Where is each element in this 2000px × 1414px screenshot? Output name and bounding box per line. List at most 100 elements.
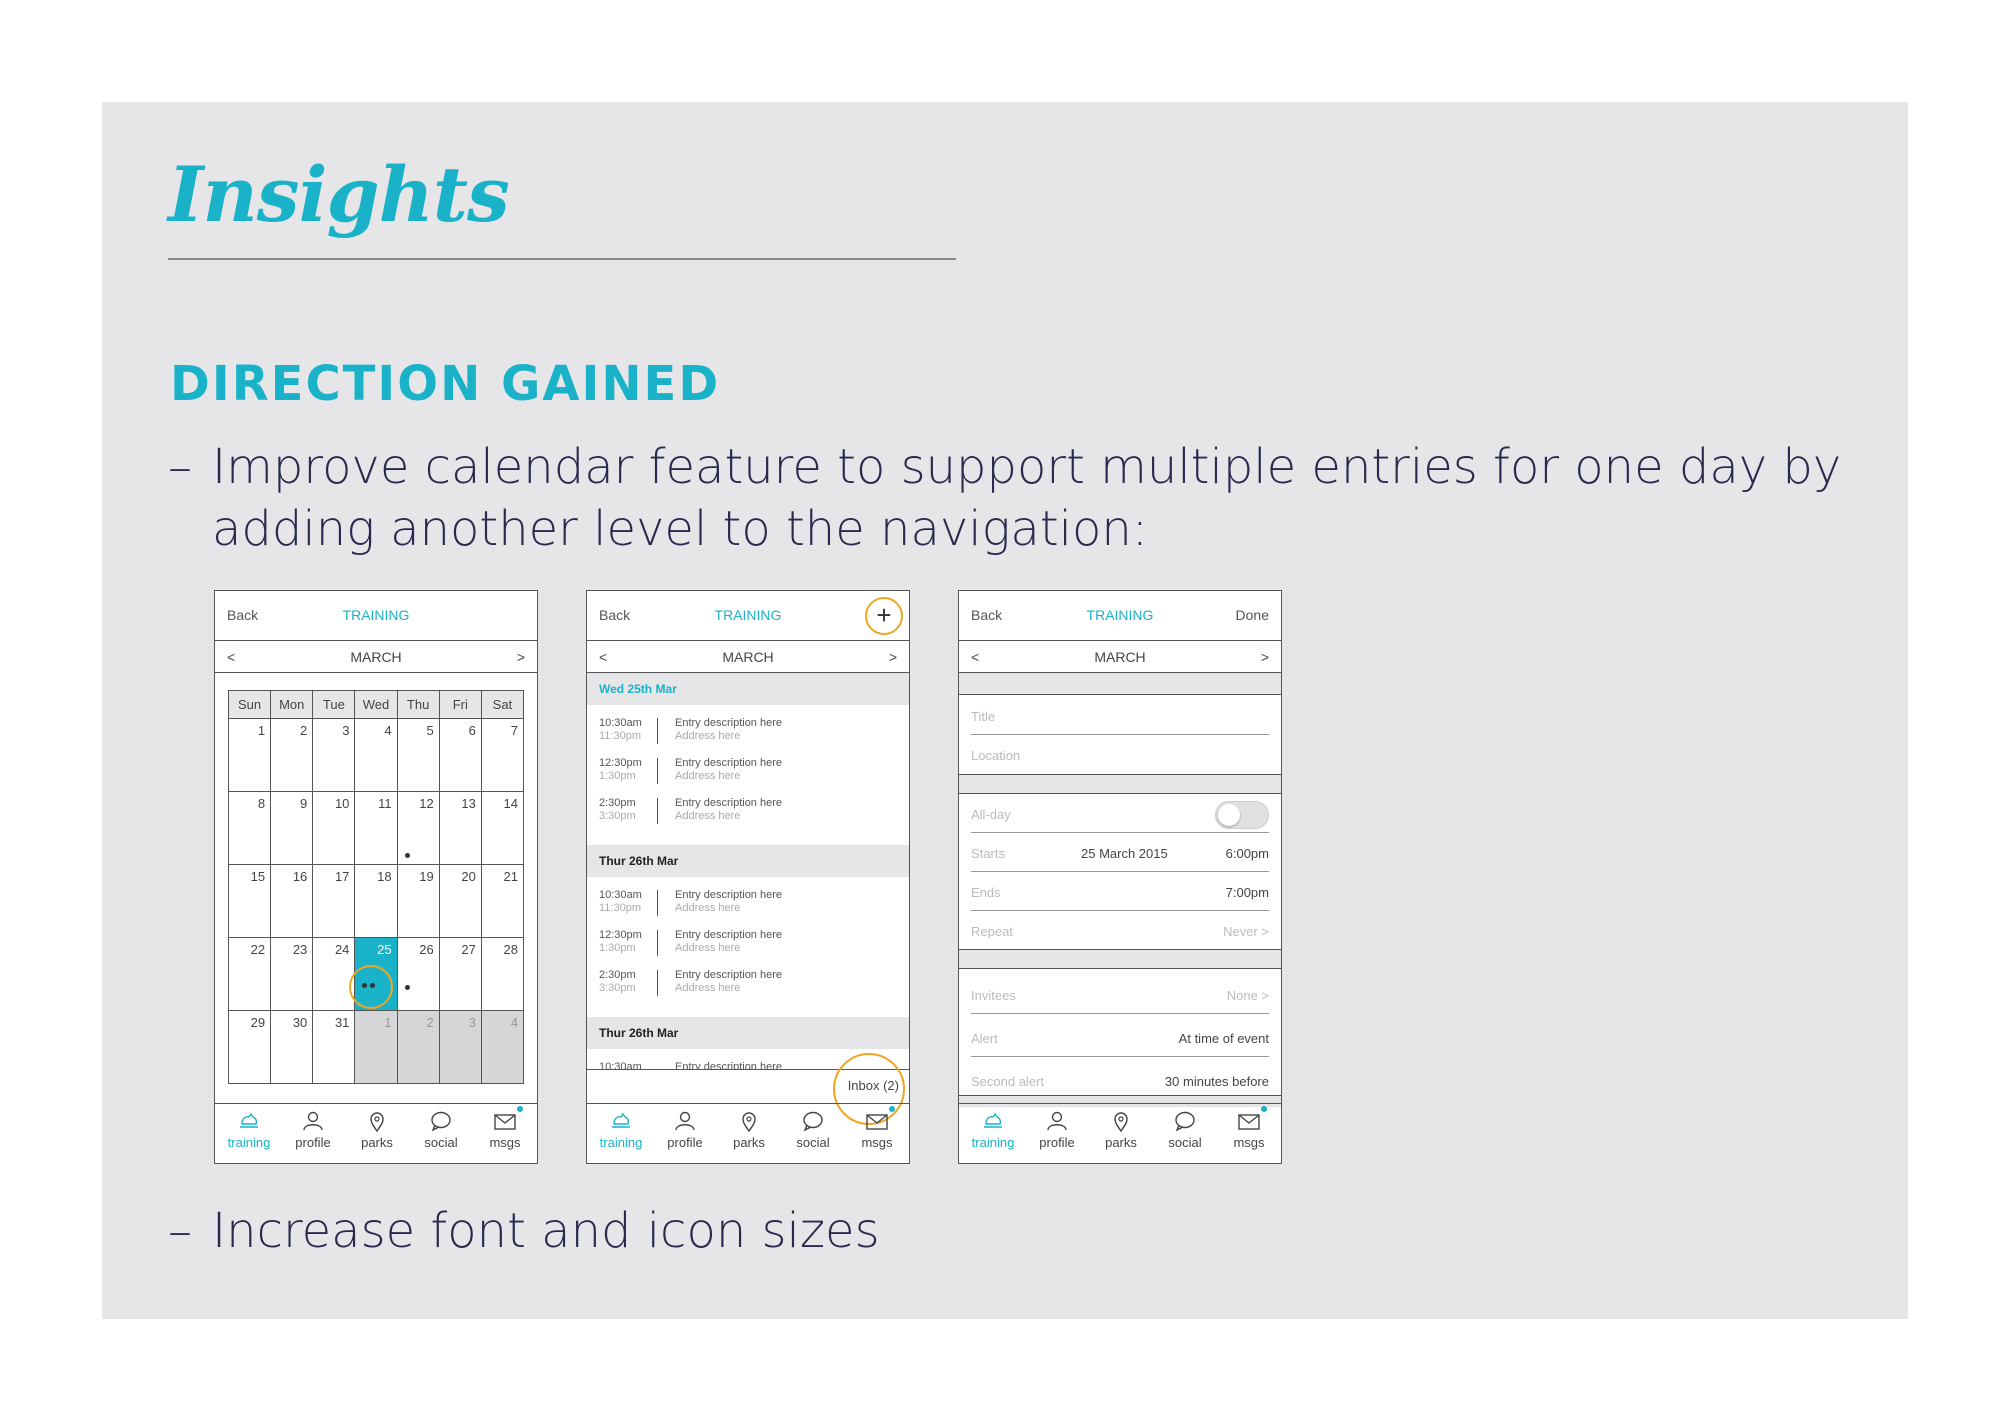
entry-row[interactable]: 10:30am 11:30pm Entry description here Addr… — [587, 889, 909, 925]
calendar-day-cell[interactable]: 5 — [396, 718, 440, 792]
calendar-day-cell[interactable]: 11 — [354, 791, 398, 865]
prev-month-button[interactable]: < — [599, 649, 608, 665]
tab-training[interactable]: training — [217, 1110, 281, 1150]
inbox-label[interactable]: Inbox (2) — [847, 1078, 899, 1093]
invitees-row[interactable]: Invitees None > — [971, 976, 1269, 1014]
day-section-header: Wed 25th Mar — [587, 673, 909, 705]
calendar-day-cell[interactable]: 1 — [354, 1010, 398, 1084]
ends-row[interactable]: Ends 7:00pm — [971, 873, 1269, 911]
tab-training[interactable]: training — [961, 1110, 1025, 1150]
title-field[interactable]: Title — [971, 697, 1269, 735]
tab-training[interactable]: training — [589, 1110, 653, 1150]
calendar-day-cell[interactable]: 29 — [227, 1010, 272, 1084]
calendar-day-cell[interactable]: 7 — [480, 718, 525, 792]
bullet-text: Improve calendar feature to support mult… — [212, 439, 1842, 557]
calendar-week-row: 22 23 24 25 26 27 28 — [227, 937, 525, 1011]
calendar-day-cell[interactable]: 12 — [396, 791, 440, 865]
calendar-day-cell[interactable]: 3 — [312, 718, 356, 792]
calendar-day-cell[interactable]: 1 — [227, 718, 272, 792]
calendar-day-cell[interactable]: 21 — [480, 864, 525, 938]
calendar-day-cell[interactable]: 15 — [227, 864, 272, 938]
calendar-day-cell[interactable]: 17 — [312, 864, 356, 938]
speech-bubble-icon — [409, 1110, 473, 1134]
calendar-day-cell[interactable]: 2 — [396, 1010, 440, 1084]
tab-profile[interactable]: profile — [1025, 1110, 1089, 1150]
inbox-row[interactable]: Inbox (2) — [587, 1069, 909, 1103]
calendar-day-cell[interactable]: 25 — [354, 937, 398, 1011]
entry-row-partial[interactable]: 10:30am Entry description here — [587, 1061, 909, 1069]
entry-divider — [657, 970, 658, 996]
tab-social[interactable]: social — [409, 1110, 473, 1150]
tab-msgs[interactable]: msgs — [845, 1110, 909, 1150]
tab-parks[interactable]: parks — [1089, 1110, 1153, 1150]
entry-row[interactable]: 12:30pm 1:30pm Entry description here Addre… — [587, 929, 909, 965]
next-month-button[interactable]: > — [1260, 649, 1269, 665]
location-field[interactable]: Location — [971, 736, 1269, 774]
add-entry-button[interactable]: + — [865, 597, 903, 635]
tab-parks[interactable]: parks — [717, 1110, 781, 1150]
entry-row[interactable]: 2:30pm 3:30pm Entry description here Addres… — [587, 797, 909, 833]
bullet-calendar: – Improve calendar feature to support mu… — [168, 436, 1868, 560]
calendar-day-cell[interactable]: 10 — [312, 791, 356, 865]
form-section-gap — [959, 774, 1281, 794]
tab-profile[interactable]: profile — [653, 1110, 717, 1150]
calendar-day-cell[interactable]: 9 — [270, 791, 314, 865]
calendar-day-cell[interactable]: 31 — [312, 1010, 356, 1084]
tab-profile[interactable]: profile — [281, 1110, 345, 1150]
calendar-day-cell[interactable]: 4 — [480, 1010, 525, 1084]
tab-msgs[interactable]: msgs — [473, 1110, 537, 1150]
repeat-row[interactable]: Repeat Never > — [971, 912, 1269, 950]
calendar-day-cell[interactable]: 23 — [270, 937, 314, 1011]
next-month-button[interactable]: > — [516, 649, 525, 665]
bullet-dash: – — [168, 439, 192, 495]
entry-start-time: 10:30am — [599, 717, 642, 729]
tab-parks[interactable]: parks — [345, 1110, 409, 1150]
calendar-day-cell[interactable]: 20 — [438, 864, 482, 938]
entry-description: Entry description here — [675, 797, 782, 809]
unread-badge — [889, 1106, 895, 1112]
done-button[interactable]: Done — [1235, 607, 1269, 623]
entry-row[interactable]: 10:30am 11:30pm Entry description here Addr… — [587, 717, 909, 753]
tab-social[interactable]: social — [1153, 1110, 1217, 1150]
back-button[interactable]: Back — [971, 607, 1003, 623]
alert-row[interactable]: Alert At time of event — [971, 1019, 1269, 1057]
entry-row[interactable]: 12:30pm 1:30pm Entry description here Addre… — [587, 757, 909, 793]
calendar-day-cell[interactable]: 8 — [227, 791, 272, 865]
tab-bar: training profile parks social msgs — [959, 1103, 1281, 1163]
calendar-day-cell[interactable]: 4 — [354, 718, 398, 792]
location-pin-icon — [1089, 1110, 1153, 1134]
calendar-day-cell[interactable]: 2 — [270, 718, 314, 792]
next-month-button[interactable]: > — [888, 649, 897, 665]
back-button[interactable]: Back — [599, 607, 631, 623]
prev-month-button[interactable]: < — [971, 649, 980, 665]
calendar-day-cell[interactable]: 27 — [438, 937, 482, 1011]
calendar-day-cell[interactable]: 26 — [396, 937, 440, 1011]
calendar-day-cell[interactable]: 22 — [227, 937, 272, 1011]
calendar-day-cell[interactable]: 14 — [480, 791, 525, 865]
entry-row[interactable]: 2:30pm 3:30pm Entry description here Addres… — [587, 969, 909, 1005]
calendar-day-cell[interactable]: 30 — [270, 1010, 314, 1084]
calendar-day-cell[interactable]: 3 — [438, 1010, 482, 1084]
calendar-day-cell[interactable]: 19 — [396, 864, 440, 938]
entry-description: Entry description here — [675, 757, 782, 769]
calendar-week-row: 15 16 17 18 19 20 21 — [227, 864, 525, 938]
calendar-day-cell[interactable]: 13 — [438, 791, 482, 865]
tab-social[interactable]: social — [781, 1110, 845, 1150]
prev-month-button[interactable]: < — [227, 649, 236, 665]
entry-start-time: 10:30am — [599, 1061, 642, 1069]
calendar-grid: Sun Mon Tue Wed Thu Fri Sat 1 2 3 4 5 6 7 8 9 10 11 12 13 1… — [227, 690, 525, 1084]
starts-row[interactable]: Starts 25 March 2015 6:00pm — [971, 834, 1269, 872]
title-placeholder: Title — [971, 709, 996, 724]
calendar-day-cell[interactable]: 18 — [354, 864, 398, 938]
back-button[interactable]: Back — [227, 607, 259, 623]
calendar-day-cell[interactable]: 28 — [480, 937, 525, 1011]
tab-label: profile — [1039, 1135, 1075, 1150]
allday-toggle[interactable] — [1215, 801, 1269, 829]
second-alert-row[interactable]: Second alert 30 minutes before — [971, 1062, 1269, 1100]
calendar-day-cell[interactable]: 16 — [270, 864, 314, 938]
calendar-day-cell[interactable]: 6 — [438, 718, 482, 792]
calendar-day-cell[interactable]: 24 — [312, 937, 356, 1011]
nav-bar: Back TRAINING + — [587, 591, 909, 641]
tab-msgs[interactable]: msgs — [1217, 1110, 1281, 1150]
dog-icon — [217, 1110, 281, 1134]
